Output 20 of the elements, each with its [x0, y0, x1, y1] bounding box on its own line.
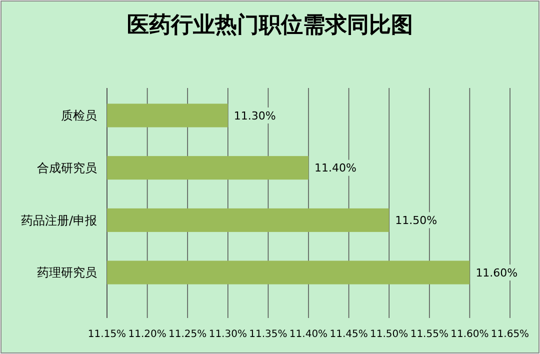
x-tick-label: 11.30%	[208, 329, 247, 340]
data-label: 11.50%	[395, 214, 438, 228]
x-tick-label: 11.60%	[450, 329, 489, 340]
x-tick-label: 11.55%	[410, 329, 448, 340]
data-label: 11.60%	[476, 266, 518, 280]
y-tick-label: 合成研究员	[37, 161, 97, 176]
x-tick-label: 11.25%	[168, 329, 207, 340]
chart-title: 医药行业热门职位需求同比图	[127, 12, 413, 38]
x-tick-label: 11.35%	[249, 329, 288, 340]
x-tick-label: 11.40%	[289, 329, 328, 340]
y-tick-label: 药理研究员	[37, 266, 97, 280]
x-tick-label: 11.65%	[490, 329, 530, 340]
x-tick-label: 11.15%	[88, 329, 126, 340]
data-label: 11.30%	[234, 109, 276, 122]
x-tick-label: 11.50%	[370, 329, 408, 340]
x-tick-label: 11.45%	[330, 329, 368, 340]
y-tick-label: 药品注册/申报	[20, 213, 97, 228]
data-label: 11.40%	[314, 162, 356, 175]
y-tick-label: 质检员	[61, 108, 97, 123]
x-tick-label: 11.20%	[128, 329, 166, 340]
